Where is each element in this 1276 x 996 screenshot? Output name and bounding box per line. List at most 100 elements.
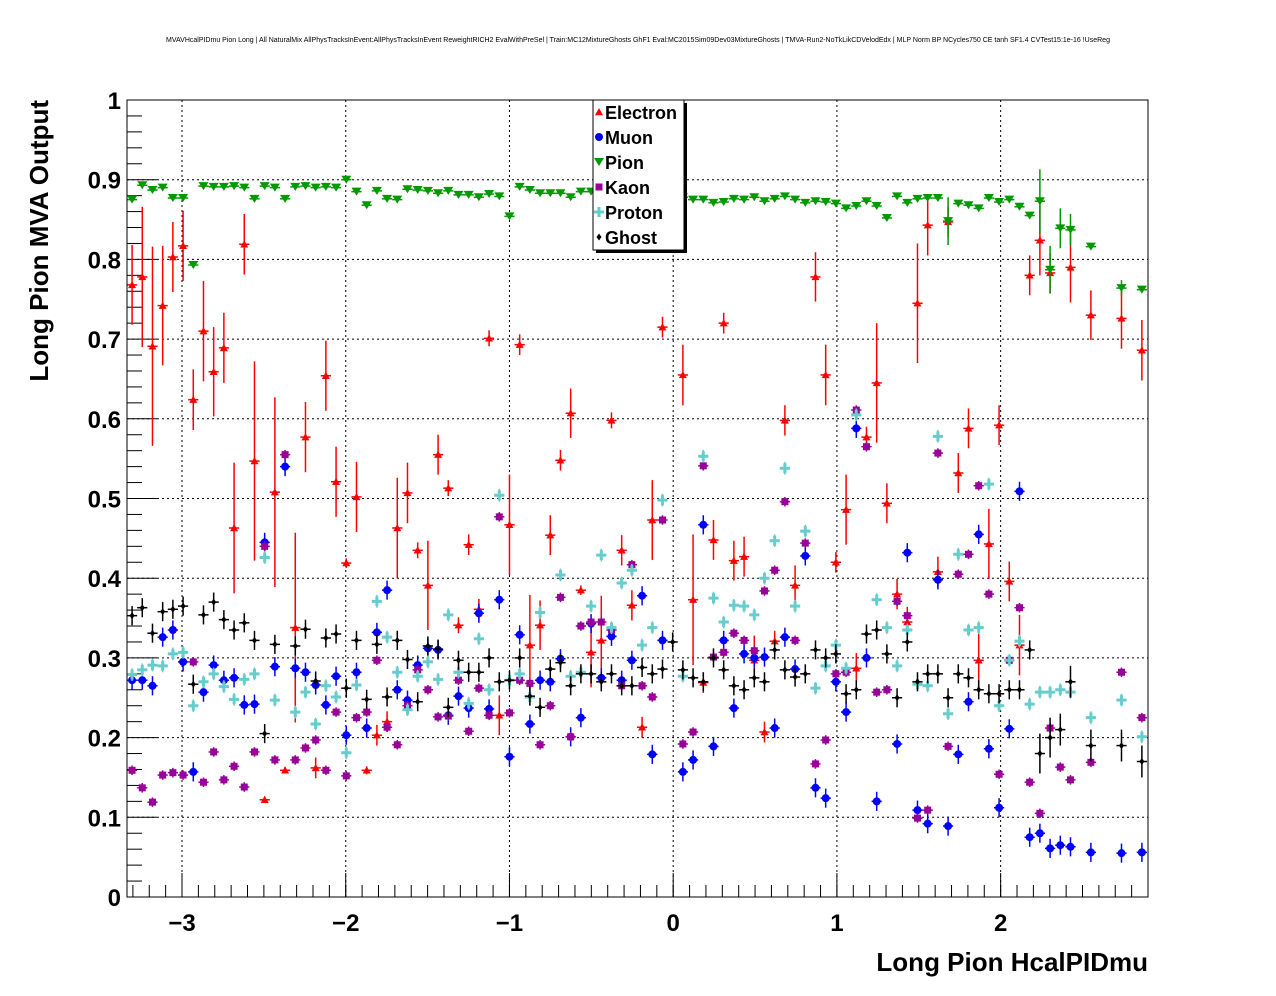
kaon-point (320, 765, 331, 776)
proton-marker (943, 708, 954, 719)
electron-marker (158, 301, 167, 309)
muon-point (198, 682, 209, 702)
proton-marker (1034, 687, 1045, 698)
y-tick-label: 0.5 (88, 487, 121, 514)
ghost-point (524, 686, 535, 706)
ghost-marker (292, 642, 298, 650)
ghost-marker (262, 730, 268, 738)
proton-marker (616, 577, 627, 588)
ghost-marker (670, 638, 676, 646)
pion-point (228, 182, 240, 191)
pion-marker (188, 260, 199, 269)
proton-marker (718, 617, 729, 628)
ghost-point (483, 648, 495, 668)
muon-marker (1015, 487, 1024, 496)
pion-marker (484, 190, 495, 199)
kaon-point (565, 732, 576, 742)
electron-marker (219, 343, 228, 352)
kaon-point (381, 722, 393, 733)
muon-point (871, 791, 882, 811)
electron-point (300, 402, 311, 473)
electron-marker (648, 516, 657, 524)
kaon-marker (975, 482, 983, 490)
electron-point (208, 327, 219, 417)
ghost-point (371, 634, 382, 654)
muon-point (779, 627, 790, 647)
ghost-point (1034, 733, 1045, 774)
pion-marker (280, 194, 291, 203)
pion-point (565, 193, 576, 202)
kaon-marker (1138, 714, 1146, 722)
electron-point (636, 716, 648, 738)
ghost-point (534, 697, 546, 717)
muon-marker (515, 630, 524, 639)
pion-point (871, 202, 882, 211)
muon-marker (454, 692, 463, 701)
proton-marker (800, 526, 811, 537)
electron-marker (342, 559, 351, 567)
electron-point (330, 446, 342, 517)
muon-point (167, 620, 178, 640)
pion-marker (331, 183, 342, 192)
legend-label-ghost: Ghost (605, 228, 657, 248)
ghost-marker (802, 670, 808, 678)
proton-point (534, 606, 546, 619)
pion-marker (881, 213, 892, 222)
kaon-point (585, 617, 597, 627)
electron-marker (525, 641, 534, 649)
pion-point (381, 194, 393, 203)
electron-marker (413, 546, 422, 554)
pion-point (453, 190, 464, 199)
pion-point (269, 183, 280, 192)
pion-point (473, 193, 484, 202)
proton-marker (269, 695, 280, 706)
y-tick-label: 0.6 (88, 407, 121, 434)
pion-marker (820, 198, 831, 207)
kaon-point (259, 541, 270, 552)
proton-point (514, 667, 525, 681)
proton-point (1014, 634, 1025, 648)
electron-point (871, 323, 882, 443)
proton-marker (147, 660, 158, 671)
ghost-marker (782, 666, 788, 674)
ghost-point (820, 648, 831, 668)
kaon-marker (210, 748, 218, 756)
muon-point (861, 648, 872, 668)
muon-marker (250, 700, 259, 709)
kaon-marker (312, 736, 320, 744)
muon-marker (831, 677, 840, 686)
proton-marker (514, 668, 525, 679)
pion-point (300, 182, 311, 191)
proton-marker (188, 700, 199, 711)
kaon-point (1136, 712, 1147, 723)
proton-point (402, 703, 413, 717)
proton-marker (208, 668, 219, 679)
kaon-marker (750, 647, 758, 655)
proton-marker (790, 601, 801, 612)
ghost-point (596, 672, 607, 692)
electron-marker (923, 221, 932, 229)
kaon-point (228, 761, 240, 772)
proton-marker (596, 550, 607, 561)
ghost-marker (792, 673, 798, 681)
kaon-point (147, 797, 158, 807)
legend: Electron Muon Pion Kaon Proton Ghost (592, 99, 687, 253)
proton-point (698, 449, 709, 463)
ghost-point (942, 688, 954, 708)
pion-point (432, 189, 444, 198)
legend-marker-pion (594, 158, 604, 166)
electron-marker (291, 623, 300, 631)
ghost-marker (333, 630, 339, 638)
ghost-point (473, 662, 484, 682)
muon-marker (485, 704, 494, 713)
kaon-point (596, 617, 607, 627)
muon-point (1116, 843, 1127, 863)
muon-marker (954, 750, 963, 759)
ghost-marker (955, 670, 961, 678)
ghost-point (463, 662, 474, 682)
proton-point (443, 608, 454, 622)
ghost-point (789, 667, 801, 687)
kaon-marker (424, 686, 432, 694)
proton-point (983, 477, 994, 491)
ghost-marker (843, 690, 849, 698)
